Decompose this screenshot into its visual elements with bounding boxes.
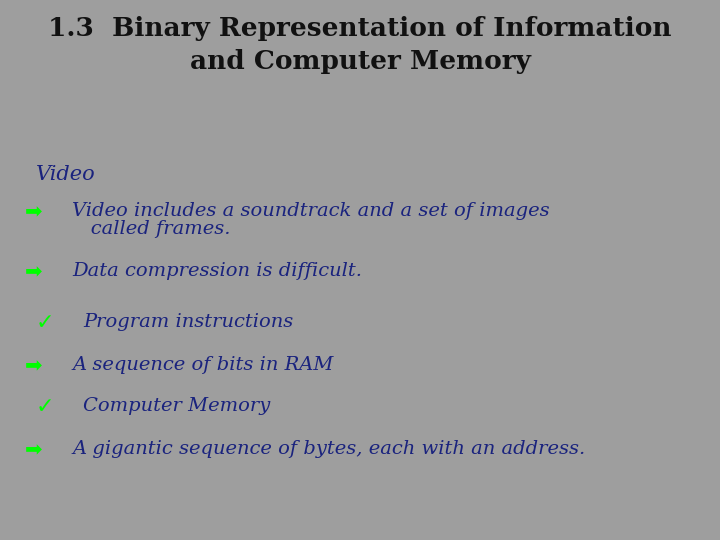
Text: ➡: ➡ — [25, 356, 42, 376]
Text: A gigantic sequence of bytes, each with an address.: A gigantic sequence of bytes, each with … — [72, 440, 585, 458]
Text: ➡: ➡ — [25, 440, 42, 460]
Text: A sequence of bits in RAM: A sequence of bits in RAM — [72, 356, 333, 374]
Text: Video includes a soundtrack and a set of images: Video includes a soundtrack and a set of… — [72, 202, 549, 220]
Text: Data compression is difficult.: Data compression is difficult. — [72, 262, 362, 280]
Text: ➡: ➡ — [25, 202, 42, 222]
Text: ➡: ➡ — [25, 262, 42, 282]
Text: ✓: ✓ — [36, 313, 55, 333]
Text: Video: Video — [36, 165, 96, 184]
Text: Computer Memory: Computer Memory — [83, 397, 270, 415]
Text: called frames.: called frames. — [72, 220, 230, 239]
Text: Program instructions: Program instructions — [83, 313, 293, 331]
Text: 1.3  Binary Representation of Information
and Computer Memory: 1.3 Binary Representation of Information… — [48, 16, 672, 74]
Text: ✓: ✓ — [36, 397, 55, 417]
